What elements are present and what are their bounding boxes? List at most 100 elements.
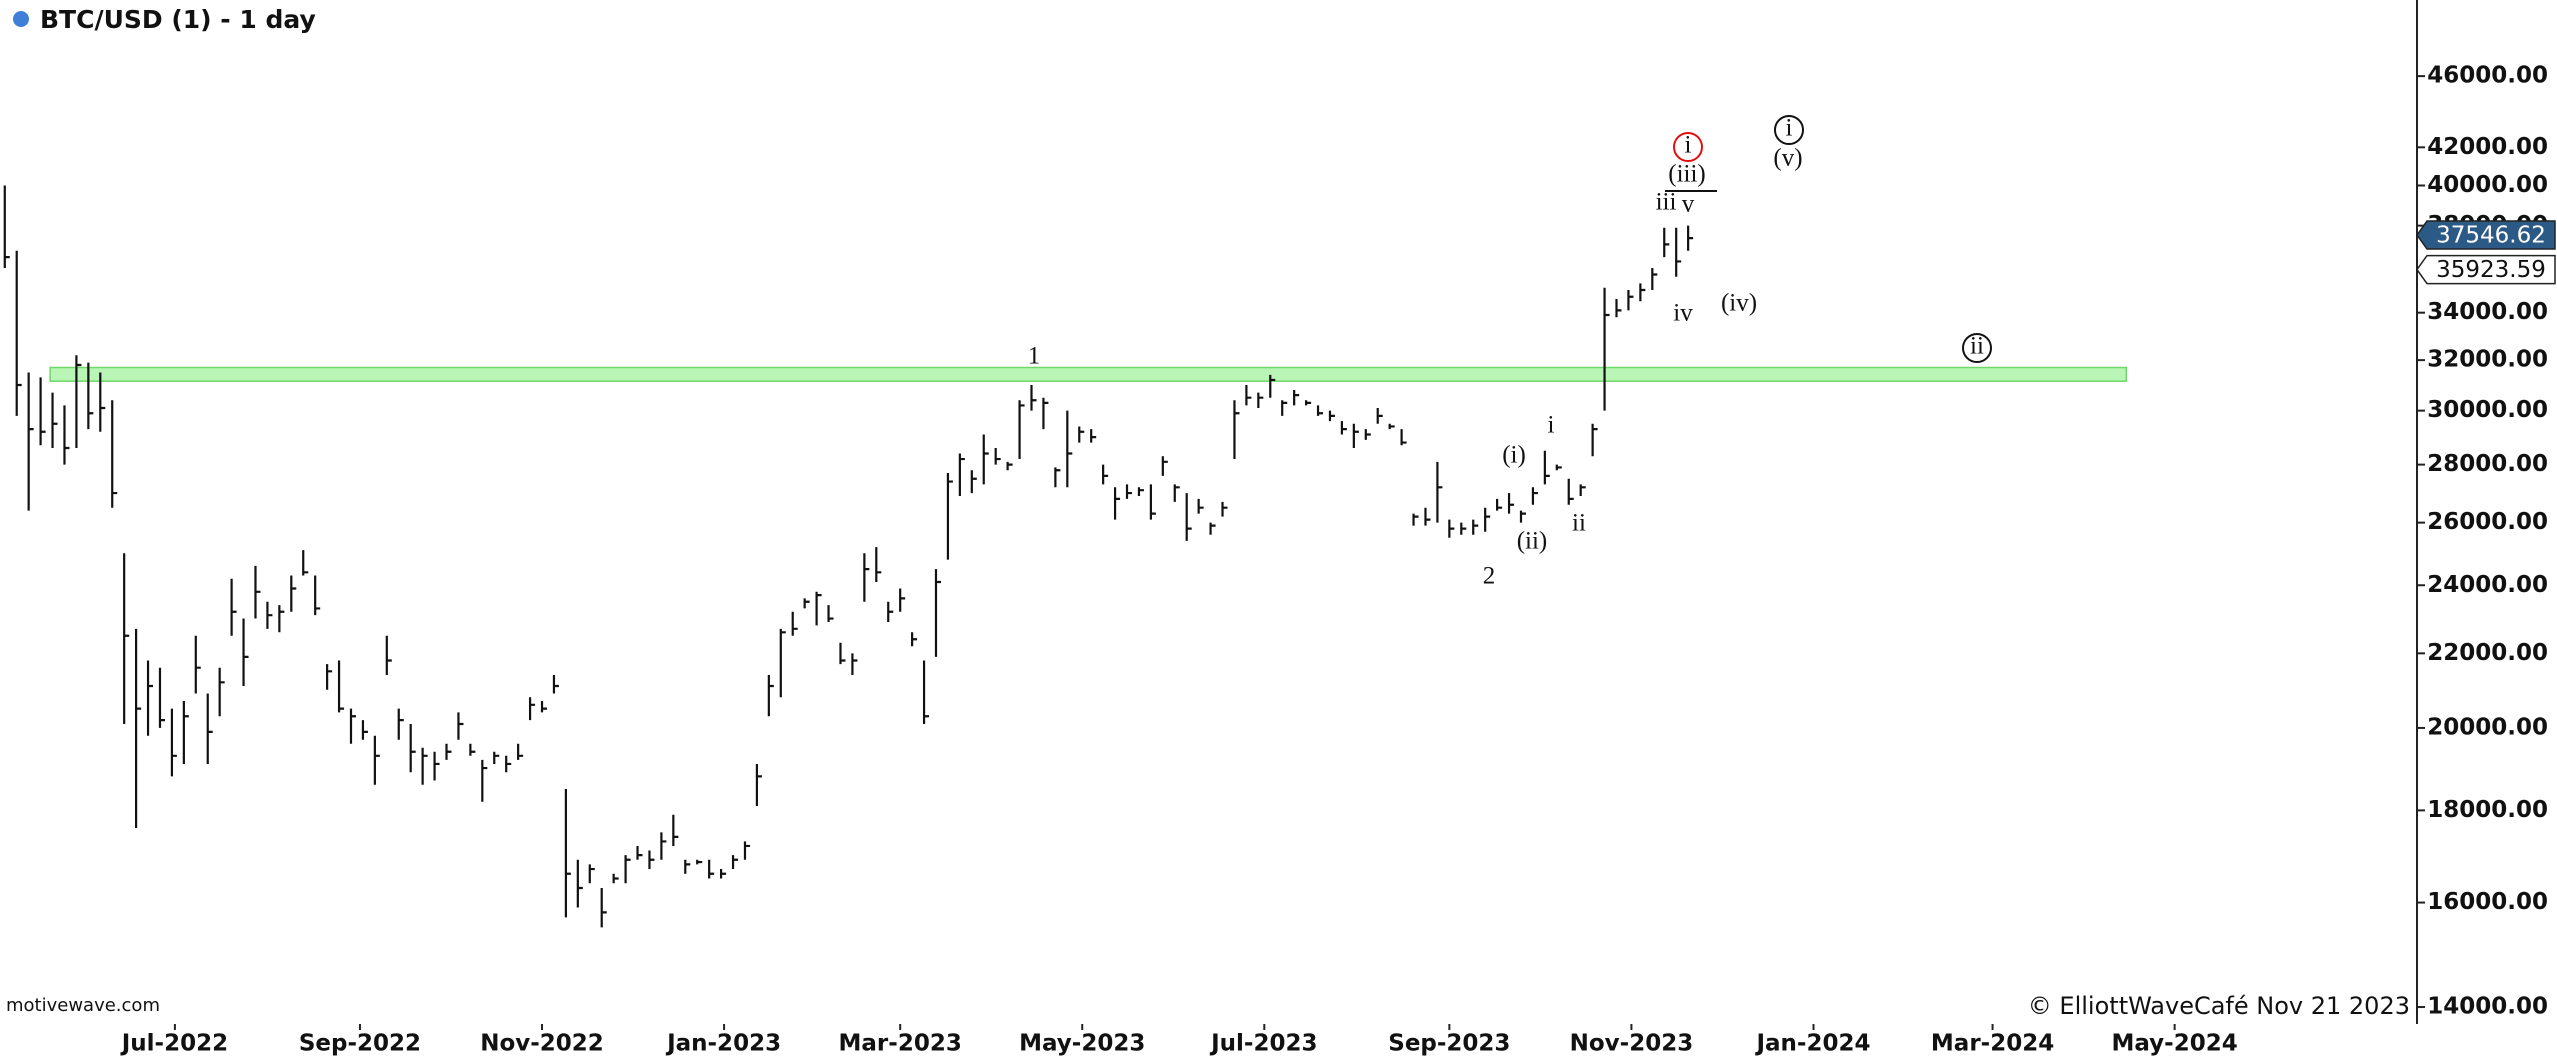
ohlc-bar: [696, 859, 703, 865]
wave-label: v: [1682, 191, 1695, 218]
ohlc-bar: [1507, 493, 1515, 514]
ohlc-bar: [779, 628, 786, 698]
x-tick-label: Mar-2024: [1931, 1031, 2054, 1057]
ohlc-bar: [1448, 519, 1455, 538]
ohlc-bar: [182, 701, 189, 764]
ohlc-bar: [684, 859, 691, 874]
ohlc-bar: [612, 873, 619, 884]
x-tick-label: Jul-2022: [120, 1031, 228, 1057]
ohlc-bar: [791, 611, 798, 636]
ohlc-bar: [1436, 461, 1443, 523]
y-tick-label: 18000.00: [2427, 797, 2548, 823]
y-tick-label: 40000.00: [2427, 172, 2548, 198]
ohlc-bar: [1627, 289, 1634, 311]
x-tick-label: Nov-2022: [480, 1031, 604, 1057]
series-dot: [13, 11, 29, 27]
copyright: © ElliottWaveCafé Nov 21 2023: [2028, 992, 2410, 1020]
wave-label: (ii): [1517, 528, 1548, 555]
ohlc-bar: [397, 708, 404, 740]
wave-circle: [1962, 333, 1992, 363]
ohlc-bar: [1078, 426, 1085, 443]
ohlc-bar: [1281, 400, 1288, 416]
y-tick-label: 30000.00: [2427, 397, 2548, 423]
ohlc-bar: [1328, 410, 1335, 422]
ohlc-bar: [600, 888, 607, 928]
ohlc-bar: [624, 855, 631, 884]
ohlc-bar: [170, 708, 177, 777]
x-tick-label: May-2024: [2111, 1031, 2237, 1057]
ohlc-bar: [1615, 298, 1622, 318]
ohlc-bar: [552, 674, 559, 694]
y-tick-label: 46000.00: [2427, 63, 2548, 89]
ohlc-bar: [982, 434, 989, 485]
ohlc-bar: [1651, 267, 1658, 290]
ohlc-bar: [63, 405, 70, 465]
price-label-box: [2416, 254, 2556, 285]
ohlc-bar: [1388, 423, 1395, 430]
ohlc-bar: [1006, 461, 1013, 471]
ohlc-bar: [517, 743, 524, 760]
ohlc-bar: [373, 735, 380, 785]
ohlc-bar: [218, 667, 225, 717]
x-tick-label: Jan-2023: [665, 1031, 781, 1057]
ohlc-bar: [1090, 429, 1097, 443]
ohlc-bar: [839, 642, 846, 665]
ohlc-bar: [254, 565, 261, 619]
wave-label: 2: [1483, 563, 1496, 590]
ohlc-bar: [1591, 423, 1598, 457]
wave-label: (i): [1502, 442, 1526, 469]
y-tick-label: 14000.00: [2427, 994, 2548, 1020]
x-tick-label: Jul-2023: [1209, 1031, 1317, 1057]
wave-circle: [1673, 132, 1703, 162]
ohlc-bar: [1400, 429, 1407, 446]
ohlc-bar: [648, 850, 655, 870]
ohlc-bar: [576, 859, 583, 908]
ohlc-bar: [314, 575, 321, 616]
y-tick-label: 20000.00: [2427, 714, 2548, 740]
ohlc-bar: [1185, 493, 1192, 541]
ohlc-bar: [158, 667, 165, 728]
ohlc-bar: [1639, 283, 1646, 302]
ohlc-bar: [911, 632, 918, 647]
ohlc-bar: [1496, 498, 1503, 511]
ohlc-bar: [887, 601, 894, 622]
ohlc-bar: [433, 751, 440, 781]
wave-label: (v): [1773, 145, 1802, 172]
ohlc-bar: [1340, 421, 1347, 435]
ohlc-bar: [27, 372, 34, 511]
ohlc-bar: [1412, 513, 1419, 526]
wave-label: ii: [1572, 510, 1586, 537]
ohlc-bar: [87, 362, 94, 430]
ohlc-bar: [326, 664, 333, 690]
ohlc-bar: [1304, 400, 1312, 406]
y-tick-label: 32000.00: [2427, 347, 2548, 373]
chart-title: BTC/USD (1) - 1 day: [40, 5, 316, 34]
ohlc-bar: [349, 708, 356, 744]
ohlc-bar: [361, 720, 368, 740]
ohlc-bar: [1531, 487, 1538, 505]
ohlc-bar: [1555, 464, 1562, 471]
ohlc-bar: [1054, 467, 1061, 488]
ohlc-bar: [1066, 410, 1073, 488]
ohlc-bar: [922, 660, 930, 725]
ohlc-bar: [851, 653, 858, 675]
ohlc-bar: [39, 377, 46, 446]
price-label: 35923.59: [2436, 257, 2546, 283]
ohlc-bar: [1293, 390, 1300, 406]
x-tick-label: Mar-2023: [839, 1031, 962, 1057]
y-tick-label: 16000.00: [2427, 889, 2548, 915]
ohlc-bar: [1424, 507, 1431, 526]
ohlc-bar: [875, 547, 882, 582]
ohlc-bar: [445, 743, 452, 760]
ohlc-bar: [1125, 484, 1133, 499]
ohlc-bar: [302, 550, 309, 576]
ohlc-bar: [146, 660, 154, 736]
ohlc-bar: [99, 372, 106, 432]
ohlc-bar: [75, 355, 82, 449]
ohlc-bar: [194, 635, 201, 694]
ohlc-bar: [946, 473, 953, 560]
y-tick-label: 22000.00: [2427, 640, 2548, 666]
x-tick-label: Sep-2023: [1388, 1031, 1510, 1057]
ohlc-bar: [1149, 484, 1156, 520]
